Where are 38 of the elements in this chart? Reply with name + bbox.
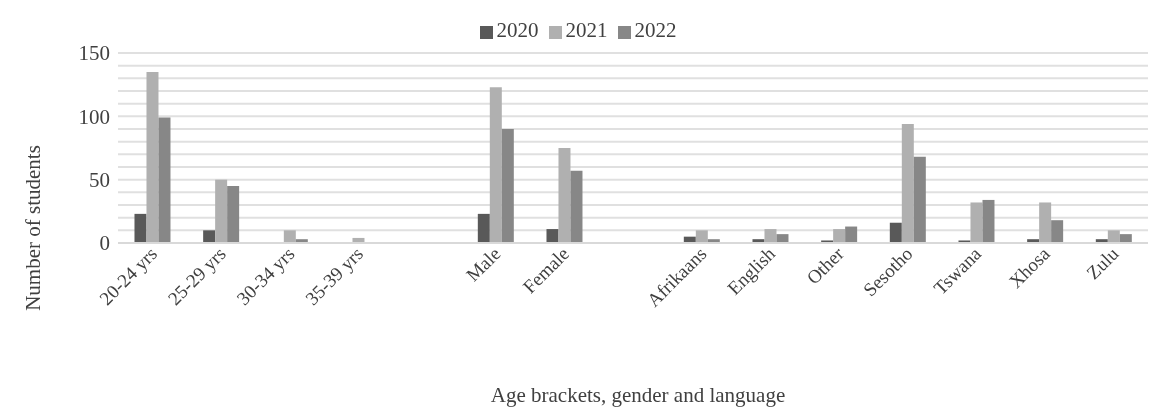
bar (501, 129, 514, 243)
bar (889, 222, 902, 243)
bar (695, 230, 708, 243)
bar (845, 226, 858, 243)
bar (901, 123, 914, 243)
bar (158, 117, 171, 243)
bar (913, 156, 926, 243)
y-tick-label: 150 (78, 41, 110, 66)
y-axis-title: Number of students (21, 145, 46, 311)
bar (477, 213, 490, 243)
bar (1039, 202, 1052, 243)
x-axis-title: Age brackets, gender and language (489, 383, 787, 408)
bar (227, 186, 240, 243)
y-tick-label: 50 (89, 168, 110, 193)
bar (570, 170, 583, 243)
bar (776, 234, 789, 243)
bar (764, 229, 777, 243)
legend-label: 2021 (565, 18, 608, 42)
x-tick-label: Male (462, 242, 505, 286)
bar (982, 199, 995, 243)
bar (833, 229, 846, 243)
bar (134, 213, 147, 243)
legend-label: 2022 (634, 18, 677, 42)
bar (546, 229, 559, 243)
bar (203, 230, 216, 243)
bar (970, 202, 983, 243)
bar (215, 179, 228, 243)
bar (1051, 220, 1064, 243)
bar (146, 72, 159, 243)
bar (1119, 234, 1132, 243)
y-tick-label: 0 (99, 231, 110, 256)
bar (558, 148, 571, 243)
bar (283, 230, 296, 243)
y-tick-label: 100 (78, 104, 110, 129)
bar (489, 87, 502, 243)
bar (1107, 230, 1120, 243)
legend-label: 2020 (496, 18, 539, 42)
x-tick-label: Zulu (1082, 242, 1123, 284)
